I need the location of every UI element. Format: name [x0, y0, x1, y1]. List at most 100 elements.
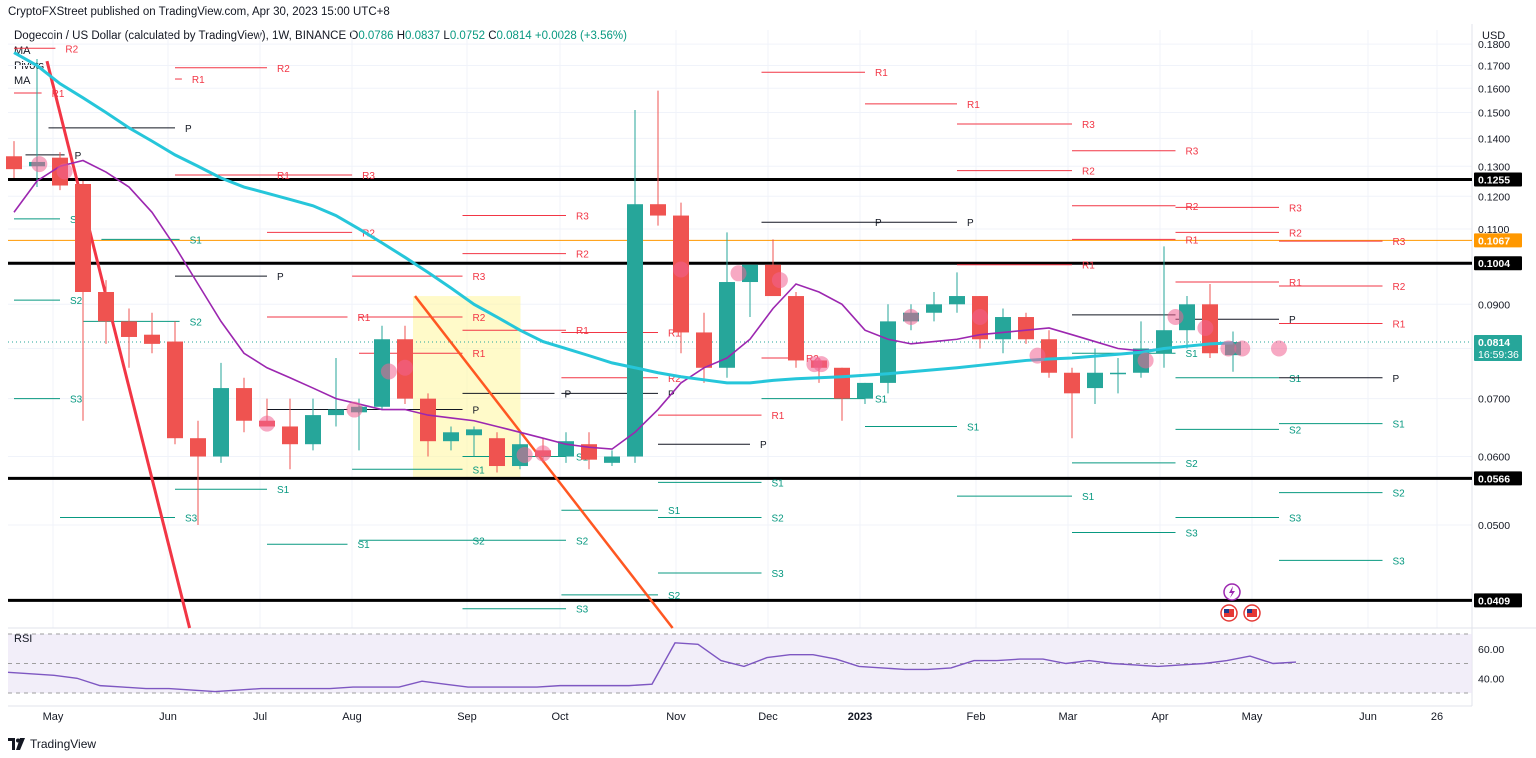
brand-text: TradingView [30, 737, 97, 751]
candle [190, 420, 206, 525]
price-label-countdown: 16:59:36 [1478, 349, 1519, 361]
pivot-label: R1 [1289, 278, 1302, 289]
candle [236, 377, 252, 433]
highlight-marker [771, 272, 788, 289]
us-flag-icon [1220, 604, 1238, 622]
candle-body [167, 341, 183, 439]
highlight-marker [673, 261, 689, 278]
pivot-label: S2 [772, 514, 785, 525]
lightning-icon [1223, 583, 1241, 601]
time-axis[interactable]: May Jun Jul Aug Sep Oct Nov Dec 2023 Feb Mar Apr May… [43, 711, 1444, 723]
pivot-label: S3 [772, 569, 785, 580]
time-tick-label: Jun [1359, 711, 1377, 723]
highlight-marker [1197, 319, 1214, 336]
price-axis[interactable]: 0.18000.17000.16000.15000.14000.13000.12… [1478, 39, 1510, 532]
candle [949, 272, 965, 313]
price-tick-label: 0.1800 [1478, 39, 1510, 51]
pivot-label: R2 [1289, 228, 1302, 239]
pivot-label: R1 [1393, 320, 1406, 331]
pivot-label: P [277, 272, 284, 283]
candle [650, 90, 666, 226]
candle [995, 308, 1011, 354]
pivot-label: R1 [1082, 261, 1095, 272]
candle [6, 141, 22, 178]
pivot-label: S1 [1082, 492, 1095, 503]
pivot-label: R3 [1082, 120, 1095, 131]
pivot-label: R3 [1186, 147, 1199, 158]
pivot-label: R2 [668, 374, 681, 385]
price-label-text: 0.1255 [1478, 174, 1510, 186]
price-label-box [1474, 335, 1522, 362]
candle-body [1018, 317, 1034, 340]
pivot-label: R2 [1393, 282, 1406, 293]
highlight-marker [1234, 340, 1251, 357]
price-label-text: 0.0566 [1478, 473, 1510, 485]
event-icons[interactable] [1220, 583, 1261, 622]
candle-body [1041, 339, 1057, 373]
pivot-label: P [1393, 374, 1400, 385]
candle [1110, 358, 1126, 394]
rsi-pane[interactable]: 60.00 40.00 [7, 633, 1504, 694]
symbol-legend[interactable]: Dogecoin / US Dollar (calculated by Trad… [14, 30, 627, 42]
price-label-box [1474, 172, 1522, 187]
highlight-marker [1220, 340, 1237, 357]
rsi-label: RSI [14, 633, 33, 645]
time-tick-label: 2023 [848, 711, 872, 723]
pivot-label: P [875, 218, 882, 229]
pivot-label: R3 [1393, 237, 1406, 248]
candle-body [696, 332, 712, 368]
trendline [45, 60, 192, 629]
rsi-tick-label: 40.00 [1478, 673, 1504, 685]
pivot-label: S2 [190, 317, 203, 328]
highlight-marker [259, 415, 275, 432]
candle-body [6, 156, 22, 170]
pivot-label: P [75, 151, 82, 162]
pivot-label: R1 [1186, 235, 1199, 246]
candle-body [719, 282, 735, 368]
candle-body [98, 291, 114, 322]
pivot-label: P [185, 124, 192, 135]
pivot-label: S3 [1289, 514, 1302, 525]
pivot-label: R1 [875, 68, 888, 79]
highlight-marker [397, 359, 413, 376]
open-value: 0.0786 [358, 30, 394, 42]
candle [167, 321, 183, 445]
pivot-label: S3 [185, 514, 198, 525]
highlight-marker [380, 363, 397, 380]
candle-body [121, 321, 137, 337]
time-tick-label: Jun [159, 711, 177, 723]
candle-body [1179, 304, 1195, 331]
price-tick-label: 0.1100 [1478, 224, 1509, 236]
indicator-ma-slow[interactable]: MA [14, 75, 31, 87]
trendlines [45, 60, 674, 629]
time-tick-label: Mar [1059, 711, 1078, 723]
pivot-label: R2 [473, 313, 486, 324]
candle [857, 382, 873, 405]
price-tick-label: 0.1400 [1478, 133, 1510, 145]
candle-body [650, 204, 666, 216]
candle-body [788, 296, 804, 361]
close-value: 0.0814 [496, 30, 532, 42]
symbol-name: Dogecoin / US Dollar (calculated by Trad… [14, 30, 347, 42]
candle-body [834, 367, 850, 399]
time-tick-label: Apr [1151, 711, 1168, 723]
candle-body [420, 398, 436, 442]
candle [121, 308, 137, 368]
us-flag-icon-canton [1224, 609, 1229, 613]
pivot-levels: R2 R1 P P S1 S2 S3 R2 R1 S1 S2 S3 P S1 R1 R3 R2 R1 P S1 R3 R2… [14, 44, 1406, 616]
candle [1041, 330, 1057, 378]
price-label-text: 0.0409 [1478, 595, 1510, 607]
grid [8, 24, 1536, 707]
ma-slow-line [13, 51, 1234, 385]
candle [696, 312, 712, 383]
candle [742, 264, 758, 318]
price-label-text: 0.0814 [1478, 337, 1510, 349]
candle-body [1087, 372, 1103, 389]
candle [98, 280, 114, 344]
candle-body [282, 426, 298, 445]
candle-body [926, 304, 942, 313]
currency-label: USD [1482, 30, 1506, 42]
rsi-tick-label: 60.00 [1478, 644, 1504, 656]
candle [1179, 296, 1195, 349]
